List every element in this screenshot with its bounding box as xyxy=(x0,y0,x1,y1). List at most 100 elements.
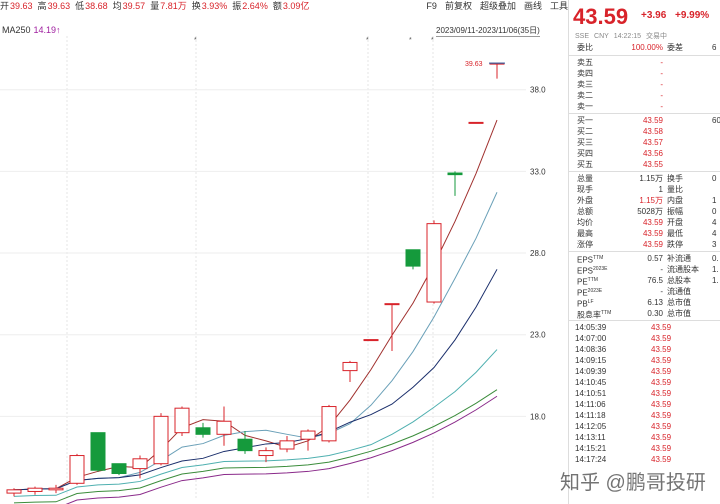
moving-average-lines xyxy=(13,119,498,504)
y-tick-label: 38.0 xyxy=(530,86,546,95)
tick-price: 43.59 xyxy=(651,455,672,464)
bid-row: 买二 43.58 xyxy=(569,126,720,137)
tick-price: 43.59 xyxy=(651,400,672,409)
order-ratio-value: 100.00% xyxy=(631,43,663,52)
ask-row-label: 卖一 xyxy=(577,102,593,111)
kline-chart[interactable]: * * * * 38.0 33.0 28.0 23.0 18.0 39.63 xyxy=(0,0,568,504)
candle-body xyxy=(132,458,148,470)
ma-line xyxy=(13,389,498,504)
ohlc-value: 3.93% xyxy=(201,1,228,11)
bid-row-label: 买一 xyxy=(577,116,593,125)
candle xyxy=(258,447,274,463)
tick-time: 14:17:24 xyxy=(575,455,607,464)
stat-value-2: 4 xyxy=(712,229,717,238)
ask-row-price: - xyxy=(660,102,663,111)
tick-row: 14:11:18 43.59 xyxy=(569,410,720,421)
fundamental-name: EPS xyxy=(577,255,594,265)
fundamental-name: EPS xyxy=(577,266,594,276)
candle-body xyxy=(48,487,64,491)
ohlc-label: 高 xyxy=(37,1,47,11)
fundamental-name: 股息率 xyxy=(577,310,601,320)
tick-row: 14:15:21 43.59 xyxy=(569,443,720,454)
fundamental-value: 76.5 xyxy=(647,276,663,285)
ohlc-value: 39.57 xyxy=(122,1,146,11)
fundamental-sup: TTM xyxy=(593,255,604,261)
tick-row: 14:17:24 43.59 xyxy=(569,454,720,465)
fundamental-label-2: 流通股本 xyxy=(667,265,699,274)
fundamental-sup: LF xyxy=(587,299,594,305)
bid-row-price: 43.59 xyxy=(642,116,663,125)
ohlc-label: 额 xyxy=(272,1,282,11)
bid-row: 买一 43.59 60 xyxy=(569,115,720,126)
candle xyxy=(342,360,358,383)
fundamental-label-2: 补流通 xyxy=(667,254,691,263)
ask-row-price: - xyxy=(660,91,663,100)
bid-row: 买四 43.56 xyxy=(569,148,720,159)
stat-label-2: 振幅 xyxy=(667,207,683,216)
candle-body xyxy=(153,415,169,465)
ma-label: MA250 xyxy=(2,25,31,35)
fundamental-row: EPS2023E - 流通股本 1. xyxy=(569,264,720,276)
ask-row: 卖五 - xyxy=(569,57,720,68)
toolbar-item[interactable]: 工具 xyxy=(549,1,568,11)
tick-price: 43.59 xyxy=(651,433,672,442)
candle-body xyxy=(195,427,211,435)
fundamental-label: PBLF xyxy=(577,297,594,310)
tick-row: 14:10:51 43.59 xyxy=(569,388,720,399)
stat-value: 43.59 xyxy=(642,218,663,227)
candle-body xyxy=(342,361,358,372)
tick-time: 14:07:00 xyxy=(575,334,607,343)
event-marker: * xyxy=(194,37,197,44)
divider xyxy=(569,251,720,252)
candle-body xyxy=(363,339,379,342)
tick-row: 14:13:11 43.59 xyxy=(569,432,720,443)
stat-value-2: 3 xyxy=(712,240,717,249)
stat-label: 最高 xyxy=(577,229,593,238)
y-tick-label: 23.0 xyxy=(530,331,546,340)
ask-row-label: 卖五 xyxy=(577,58,593,67)
candle-body xyxy=(321,406,337,442)
candle xyxy=(48,484,64,494)
order-ratio-label: 委比 xyxy=(577,43,593,52)
tick-time: 14:10:51 xyxy=(575,389,607,398)
fundamental-value: - xyxy=(660,287,663,296)
order-ratio-row: 委比 100.00% 委差 6 xyxy=(569,42,720,53)
stat-label-2: 换手 xyxy=(667,174,683,183)
fundamental-row: PE2023E - 流通值 xyxy=(569,286,720,298)
ask-row-label: 卖二 xyxy=(577,91,593,100)
candle xyxy=(27,486,43,495)
stat-label-2: 内盘 xyxy=(667,196,683,205)
ma-line xyxy=(13,119,498,491)
stat-row: 均价 43.59 开盘 4 xyxy=(569,217,720,228)
ma-line xyxy=(13,269,498,491)
fundamental-sup: TTM xyxy=(587,277,598,283)
candle-body xyxy=(447,172,463,176)
tick-price: 43.59 xyxy=(651,367,672,376)
fundamental-label-2: 总市值 xyxy=(667,309,691,318)
ask-row-label: 卖四 xyxy=(577,69,593,78)
tick-time: 14:15:21 xyxy=(575,444,607,453)
bid-row-label: 买五 xyxy=(577,160,593,169)
candle xyxy=(300,429,316,451)
bid-row-label: 买三 xyxy=(577,138,593,147)
toolbar-item[interactable]: F9 xyxy=(426,1,437,11)
tick-time: 14:11:18 xyxy=(575,411,606,420)
toolbar-item[interactable]: 画线 xyxy=(523,1,542,11)
ask-row: 卖一 - xyxy=(569,101,720,112)
candle-body xyxy=(111,463,127,475)
candle-body xyxy=(405,249,421,267)
tick-price: 43.59 xyxy=(651,356,672,365)
candle-body xyxy=(426,223,442,303)
stat-value: 43.59 xyxy=(642,240,663,249)
ask-row-label: 卖三 xyxy=(577,80,593,89)
toolbar-item[interactable]: 前复权 xyxy=(444,1,472,11)
tick-row: 14:07:00 43.59 xyxy=(569,333,720,344)
toolbar-item[interactable]: 超级叠加 xyxy=(479,1,516,11)
ask-row-price: - xyxy=(660,80,663,89)
exchange-info: SSE CNY 14:22:15 交易中 xyxy=(575,31,672,41)
y-tick-label: 28.0 xyxy=(530,249,546,258)
stat-row: 涨停 43.59 跌停 3 xyxy=(569,239,720,250)
ma-line xyxy=(13,192,498,491)
kline-chart-panel[interactable]: * * * * 38.0 33.0 28.0 23.0 18.0 39.63 开39.63 高39… xyxy=(0,0,568,504)
quote-panel: 43.59 +3.96 +9.99% SSE CNY 14:22:15 交易中 委比 1… xyxy=(568,0,720,504)
